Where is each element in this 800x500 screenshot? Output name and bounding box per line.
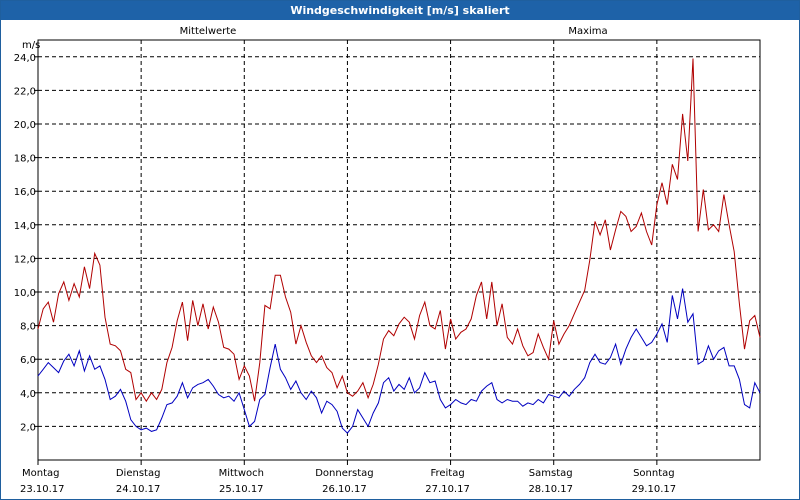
y-axis-ticks: 2,0 4,0 6,0 8,0 10,0 12,0 14,0 16,0 18,0 20,0 22,0… (14, 53, 38, 433)
y-tick-label: 10,0 (14, 288, 36, 299)
y-tick-label: 20,0 (14, 120, 36, 131)
x-axis-day-labels: Montag 23.10.17 Dienstag 24.10.17 Mittwoch 25… (20, 460, 676, 495)
plot-area (37, 39, 761, 461)
x-tick-weekday: Donnerstag (315, 468, 373, 479)
grid-lines (38, 40, 760, 460)
y-tick-label: 8,0 (20, 322, 36, 333)
series-lines (37, 58, 761, 434)
x-tick-date: 26.10.17 (322, 484, 367, 495)
y-tick-label: 2,0 (20, 422, 36, 433)
y-tick-label: 6,0 (20, 355, 36, 366)
y-tick-label: 12,0 (14, 254, 36, 265)
x-tick-weekday: Montag (22, 468, 59, 479)
y-tick-label: 16,0 (14, 187, 36, 198)
y-tick-label: 14,0 (14, 221, 36, 232)
legend-maxima: Maxima (568, 26, 607, 37)
x-tick-date: 24.10.17 (116, 484, 161, 495)
x-tick-weekday: Sonntag (633, 468, 675, 479)
x-tick-date: 29.10.17 (632, 484, 677, 495)
x-tick-date: 25.10.17 (219, 484, 264, 495)
x-tick-date: 28.10.17 (528, 484, 573, 495)
window-title: Windgeschwindigkeit [m/s] skaliert (1, 1, 799, 20)
series-line-maxima (37, 58, 761, 403)
y-tick-label: 24,0 (14, 53, 36, 64)
x-tick-weekday: Dienstag (116, 468, 161, 479)
x-tick-weekday: Mittwoch (219, 468, 264, 479)
series-line-mittelwerte (37, 288, 761, 434)
x-tick-weekday: Samstag (529, 468, 573, 479)
y-tick-label: 18,0 (14, 154, 36, 165)
y-axis-unit: m/s (22, 40, 40, 51)
y-tick-label: 4,0 (20, 389, 36, 400)
x-tick-weekday: Freitag (430, 468, 464, 479)
x-tick-date: 27.10.17 (425, 484, 470, 495)
x-tick-date: 23.10.17 (20, 484, 65, 495)
y-tick-label: 22,0 (14, 86, 36, 97)
legend-mittelwerte: Mittelwerte (180, 26, 237, 37)
